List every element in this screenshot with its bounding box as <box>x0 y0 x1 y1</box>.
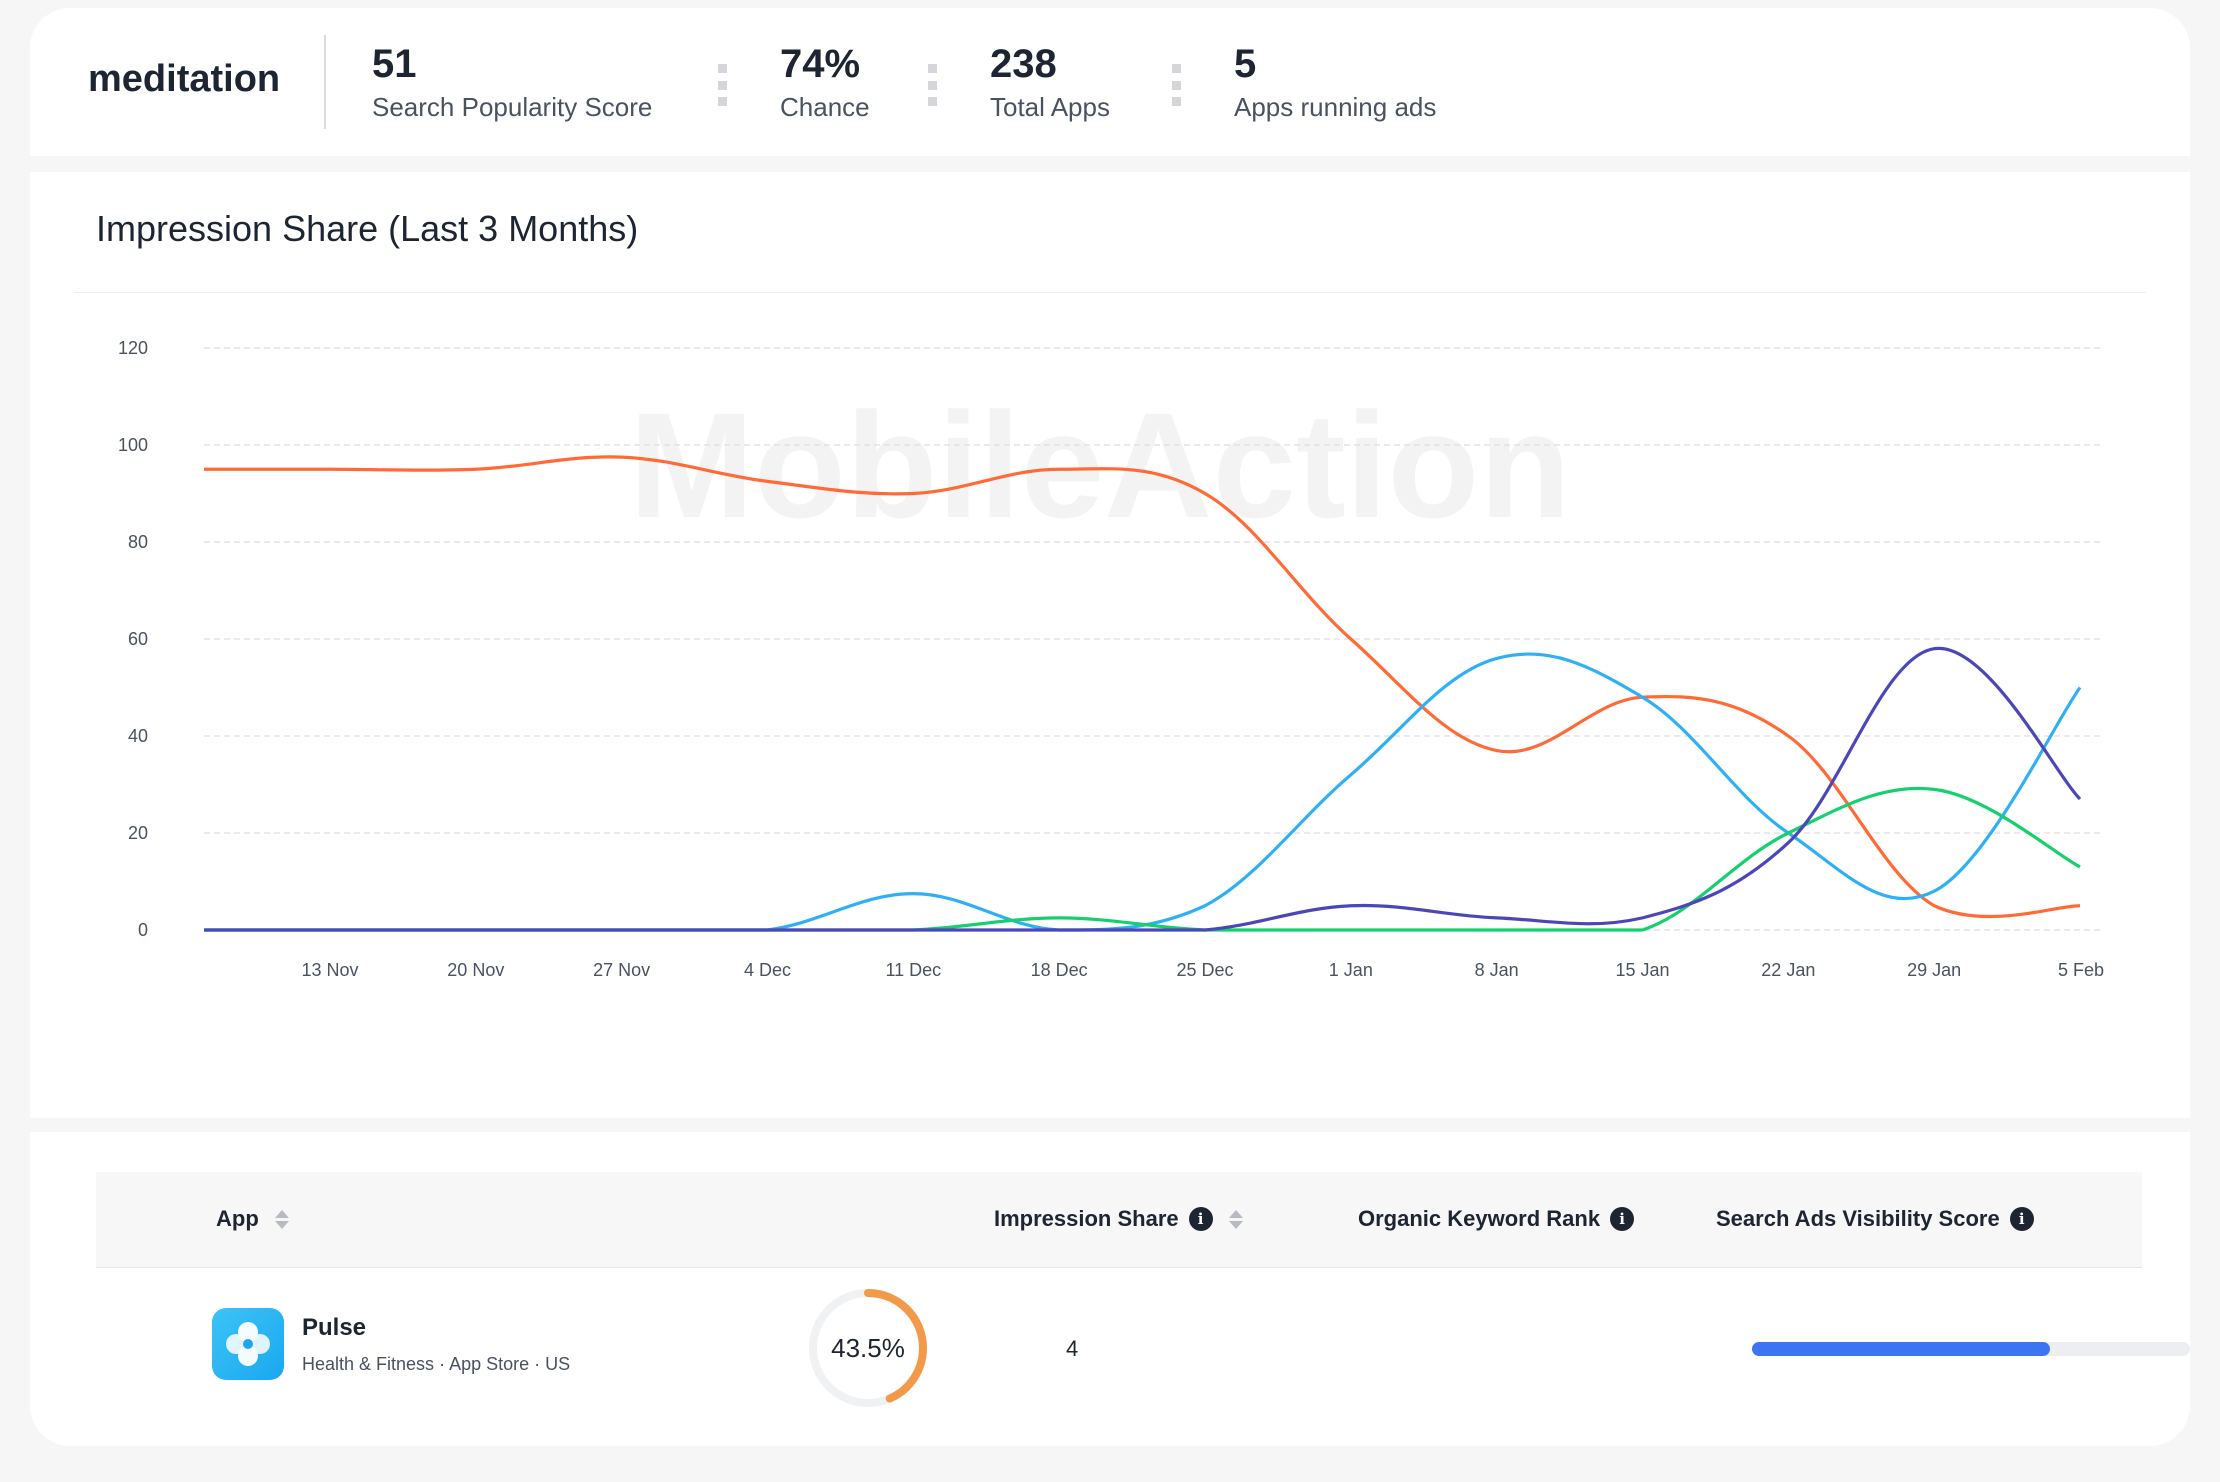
column-header-app[interactable]: App <box>216 1206 289 1232</box>
y-axis: 0 20 40 60 80 100 120 <box>118 338 148 940</box>
column-header-label: Impression Share <box>994 1206 1179 1231</box>
x-tick-label: 25 Dec <box>1176 960 1233 980</box>
app-name[interactable]: Pulse <box>302 1314 367 1341</box>
x-tick-label: 8 Jan <box>1475 960 1519 980</box>
summary-divider <box>324 35 326 129</box>
x-tick-label: 22 Jan <box>1761 960 1815 980</box>
metric-label: Apps running ads <box>1234 92 1437 122</box>
column-header-impression-share[interactable]: Impression Share i <box>994 1206 1243 1232</box>
info-icon[interactable]: i <box>1610 1207 1635 1231</box>
drag-handle-icon <box>718 64 728 106</box>
x-tick-label: 18 Dec <box>1031 960 1088 980</box>
metric-value: 51 <box>372 42 417 86</box>
x-tick-label: 29 Jan <box>1907 960 1961 980</box>
y-tick-label: 40 <box>128 726 148 746</box>
drag-handle-icon <box>1172 64 1182 106</box>
column-header-label: Organic Keyword Rank <box>1358 1206 1601 1231</box>
x-tick-label: 5 Feb <box>2058 960 2104 980</box>
app-icon[interactable] <box>212 1308 284 1380</box>
column-header-label: Search Ads Visibility Score <box>1716 1206 2000 1231</box>
metric-chance: 74% Chance <box>780 40 870 123</box>
apps-table-card: App Impression Share i Organic Keyword R… <box>30 1132 2190 1446</box>
watermark: MobileAction <box>629 381 1571 549</box>
app-meta: Health & Fitness · App Store · US <box>302 1354 570 1375</box>
impression-share-arc <box>809 1289 927 1407</box>
info-icon[interactable]: i <box>1188 1207 1213 1231</box>
table-header: App Impression Share i Organic Keyword R… <box>96 1172 2142 1268</box>
column-header-label: App <box>216 1206 259 1231</box>
impression-share-value: 43.5% <box>831 1332 905 1363</box>
metric-value: 5 <box>1234 42 1257 86</box>
metric-label: Search Popularity Score <box>372 92 653 122</box>
y-tick-label: 0 <box>138 920 148 940</box>
metric-search-popularity: 51 Search Popularity Score <box>372 40 652 123</box>
pulse-logo-icon <box>226 1322 270 1366</box>
series-line-3[interactable] <box>203 786 2081 932</box>
x-tick-label: 20 Nov <box>447 960 504 980</box>
impression-share-donut <box>809 1289 927 1407</box>
visibility-score-bar <box>1752 1342 2190 1356</box>
meta-separator: · <box>534 1354 546 1374</box>
sort-icon[interactable] <box>1228 1209 1243 1229</box>
metric-value: 74% <box>780 42 861 86</box>
sort-icon[interactable] <box>274 1209 289 1229</box>
app-country: US <box>545 1354 571 1374</box>
series-line-1[interactable] <box>204 455 2081 919</box>
line-chart: MobileAction 0 20 40 60 80 100 120 13 Nov 20 No… <box>118 338 2104 980</box>
table-row[interactable]: Pulse Health & Fitness · App Store · US … <box>96 1270 2190 1440</box>
y-tick-label: 120 <box>118 338 148 358</box>
x-tick-label: 11 Dec <box>885 960 941 980</box>
metric-total-apps: 238 Total Apps <box>990 40 1110 123</box>
visibility-score-fill <box>1752 1342 2050 1356</box>
organic-rank-value: 4 <box>1066 1336 1079 1361</box>
x-tick-label: 15 Jan <box>1615 960 1669 980</box>
metric-label: Total Apps <box>990 92 1110 122</box>
x-tick-label: 1 Jan <box>1329 960 1373 980</box>
info-icon[interactable]: i <box>2009 1207 2034 1231</box>
chart-title-divider <box>74 292 2146 293</box>
app-store: App Store <box>449 1354 530 1374</box>
x-tick-label: 4 Dec <box>744 960 791 980</box>
series-line-4[interactable] <box>203 647 2082 932</box>
chart-series <box>203 455 2082 932</box>
impression-share-chart-card: Impression Share (Last 3 Months) MobileA… <box>30 172 2190 1118</box>
y-tick-label: 20 <box>128 823 148 843</box>
y-tick-label: 100 <box>118 435 148 455</box>
x-axis: 13 Nov 20 Nov 27 Nov 4 Dec 11 Dec 18 Dec 25 De… <box>301 960 2104 980</box>
keyword-title: meditation <box>88 58 281 100</box>
column-header-visibility-score: Search Ads Visibility Score i <box>1716 1206 2034 1232</box>
metric-apps-running-ads: 5 Apps running ads <box>1234 40 1436 123</box>
x-tick-label: 27 Nov <box>593 960 650 980</box>
x-tick-label: 13 Nov <box>301 960 358 980</box>
drag-handle-icon <box>928 64 938 106</box>
chart-title: Impression Share (Last 3 Months) <box>96 208 639 249</box>
metric-label: Chance <box>780 92 870 122</box>
y-tick-label: 80 <box>128 532 148 552</box>
series-line-2[interactable] <box>203 652 2082 932</box>
app-category: Health & Fitness <box>302 1354 435 1374</box>
column-header-organic-rank: Organic Keyword Rank i <box>1358 1206 1635 1232</box>
metric-value: 238 <box>990 42 1057 86</box>
y-tick-label: 60 <box>128 629 148 649</box>
meta-separator: · <box>439 1354 450 1374</box>
keyword-summary-card: meditation 51 Search Popularity Score 74… <box>30 8 2190 156</box>
